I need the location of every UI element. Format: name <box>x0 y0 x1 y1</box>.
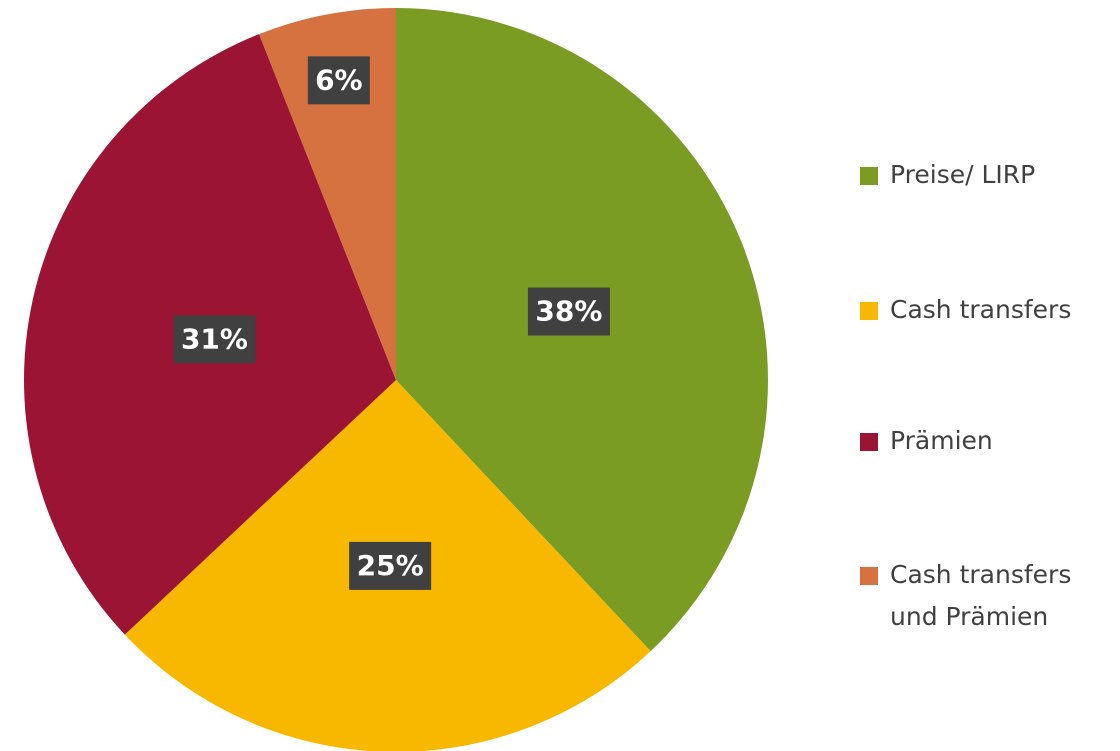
legend-swatch <box>860 433 878 451</box>
value-label-bg <box>173 315 256 364</box>
value-label-bg <box>307 56 370 105</box>
value-label-bg <box>349 541 432 590</box>
value-label: 25% <box>357 549 424 582</box>
legend-swatch <box>860 302 878 320</box>
value-label: 31% <box>181 322 248 355</box>
legend-label: Cash transfers und Prämien <box>890 560 1072 631</box>
legend-swatch <box>860 167 878 185</box>
legend-label: Cash transfers <box>890 295 1072 324</box>
legend-swatch <box>860 567 878 585</box>
legend-label: Preise/ LIRP <box>890 160 1036 189</box>
value-label: 38% <box>535 295 602 328</box>
legend-item: Cash transfers und Prämien <box>860 554 1100 638</box>
legend-label: Prämien <box>890 426 993 455</box>
chart: 38% 25% 31% 6% <box>23 8 769 751</box>
value-label: 6% <box>315 63 363 96</box>
legend-item: Preise/ LIRP <box>860 154 1100 196</box>
value-label-bg <box>527 287 610 336</box>
legend-item: Prämien <box>860 420 1100 462</box>
legend-item: Cash transfers <box>860 289 1100 331</box>
